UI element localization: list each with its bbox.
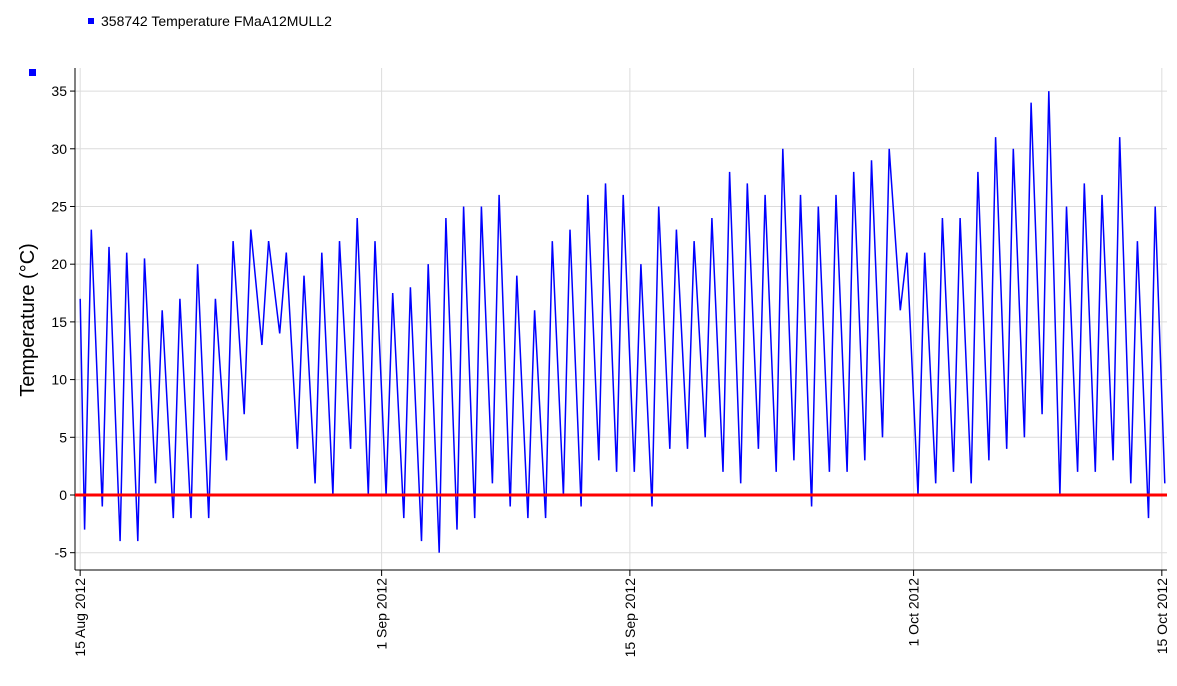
x-tick-label: 15 Aug 2012 [72,578,88,657]
x-tick-label: 1 Sep 2012 [374,578,390,650]
y-tick-label: 30 [51,141,67,157]
legend-label: 358742 Temperature FMaA12MULL2 [101,13,332,29]
y-tick-label: 10 [51,372,67,388]
y-tick-label: 0 [59,487,67,503]
y-tick-label: -5 [55,545,68,561]
x-tick-label: 1 Oct 2012 [906,578,922,647]
data-line [79,91,1166,553]
x-tick-label: 15 Oct 2012 [1154,578,1170,654]
legend-swatch [88,18,94,24]
y-tick-label: 20 [51,256,67,272]
axis-marker [29,69,36,76]
x-tick-label: 15 Sep 2012 [622,578,638,658]
y-tick-label: 15 [51,314,67,330]
y-axis-label: Temperature (°C) [17,243,39,397]
y-tick-label: 35 [51,83,67,99]
y-tick-label: 5 [59,429,67,445]
y-tick-label: 25 [51,198,67,214]
